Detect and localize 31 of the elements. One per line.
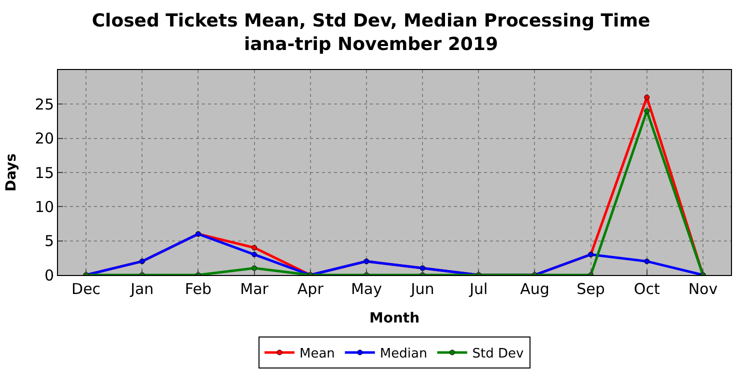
- point: [252, 252, 258, 258]
- x-tick-label: Feb: [184, 280, 212, 298]
- y-tick-label: 20: [34, 130, 54, 148]
- x-tick-label: Jul: [468, 280, 488, 298]
- y-tick-label: 15: [34, 164, 54, 182]
- point: [252, 244, 258, 250]
- x-tick-label: May: [350, 280, 382, 298]
- y-tick-label: 25: [34, 95, 54, 114]
- chart-title: Closed Tickets Mean, Std Dev, Median Processing Time: [92, 10, 650, 32]
- y-tick-label: 0: [44, 266, 54, 284]
- x-axis-title: Month: [369, 310, 420, 326]
- x-tick-label: Jun: [410, 280, 434, 298]
- point: [644, 108, 650, 114]
- legend-label: Std Dev: [472, 346, 524, 362]
- x-tick-label: Oct: [634, 280, 660, 298]
- chart-subtitle: iana-trip November 2019: [244, 34, 498, 55]
- y-tick-label: 10: [34, 198, 54, 216]
- point: [252, 265, 258, 271]
- y-axis-title: Days: [4, 153, 20, 192]
- x-tick-label: Apr: [297, 280, 324, 298]
- point: [644, 258, 650, 264]
- x-tick-label: Sep: [576, 280, 605, 298]
- legend-label: Mean: [300, 346, 335, 362]
- x-tick-label: Aug: [520, 280, 550, 298]
- point: [644, 94, 650, 100]
- x-tick-label: Dec: [72, 280, 101, 298]
- x-tick-label: Jan: [130, 280, 154, 298]
- legend-label: Median: [380, 346, 428, 362]
- x-tick-label: Nov: [688, 280, 718, 298]
- y-tick-label: 5: [44, 232, 54, 250]
- x-tick-label: Mar: [240, 280, 270, 298]
